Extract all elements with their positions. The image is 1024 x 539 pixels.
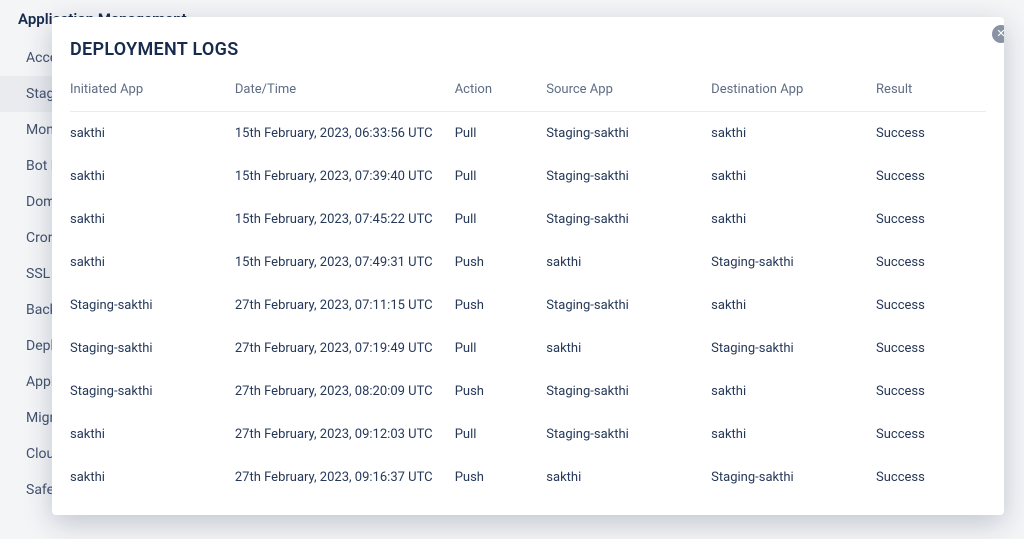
table-row: sakthi27th February, 2023, 09:16:37 UTCP… — [70, 456, 986, 499]
cell-date-time: 27th February, 2023, 07:19:49 UTC — [235, 327, 455, 370]
cell-destination-app: sakthi — [711, 284, 876, 327]
cell-date-time: 27th February, 2023, 08:20:09 UTC — [235, 370, 455, 413]
cell-result: Success — [876, 198, 986, 241]
col-header-destination-app: Destination App — [711, 74, 876, 112]
col-header-action: Action — [455, 74, 547, 112]
cell-destination-app: sakthi — [711, 370, 876, 413]
col-header-date-time: Date/Time — [235, 74, 455, 112]
cell-action: Push — [455, 370, 547, 413]
cell-destination-app: sakthi — [711, 112, 876, 156]
cell-initiated-app: sakthi — [70, 456, 235, 499]
cell-destination-app: Staging-sakthi — [711, 456, 876, 499]
modal-title: DEPLOYMENT LOGS — [70, 39, 986, 60]
cell-result: Success — [876, 112, 986, 156]
col-header-result: Result — [876, 74, 986, 112]
cell-action: Pull — [455, 155, 547, 198]
cell-source-app: Staging-sakthi — [546, 370, 711, 413]
table-row: Staging-sakthi27th February, 2023, 07:19… — [70, 327, 986, 370]
cell-source-app: Staging-sakthi — [546, 155, 711, 198]
cell-date-time: 27th February, 2023, 07:11:15 UTC — [235, 284, 455, 327]
cell-action: Pull — [455, 198, 547, 241]
col-header-initiated-app: Initiated App — [70, 74, 235, 112]
cell-action: Push — [455, 456, 547, 499]
cell-result: Success — [876, 370, 986, 413]
col-header-source-app: Source App — [546, 74, 711, 112]
cell-result: Success — [876, 155, 986, 198]
cell-action: Push — [455, 241, 547, 284]
cell-source-app: sakthi — [546, 327, 711, 370]
table-row: sakthi15th February, 2023, 07:45:22 UTCP… — [70, 198, 986, 241]
cell-date-time: 15th February, 2023, 07:45:22 UTC — [235, 198, 455, 241]
cell-result: Success — [876, 327, 986, 370]
cell-result: Success — [876, 456, 986, 499]
cell-destination-app: sakthi — [711, 155, 876, 198]
table-row: Staging-sakthi27th February, 2023, 08:20… — [70, 370, 986, 413]
cell-result: Success — [876, 284, 986, 327]
cell-destination-app: sakthi — [711, 413, 876, 456]
cell-initiated-app: sakthi — [70, 112, 235, 156]
table-row: sakthi15th February, 2023, 07:49:31 UTCP… — [70, 241, 986, 284]
cell-initiated-app: Staging-sakthi — [70, 370, 235, 413]
cell-source-app: Staging-sakthi — [546, 284, 711, 327]
cell-date-time: 27th February, 2023, 09:16:37 UTC — [235, 456, 455, 499]
cell-destination-app: sakthi — [711, 198, 876, 241]
cell-initiated-app: sakthi — [70, 155, 235, 198]
table-row: Staging-sakthi27th February, 2023, 07:11… — [70, 284, 986, 327]
cell-source-app: Staging-sakthi — [546, 112, 711, 156]
cell-date-time: 27th February, 2023, 09:12:03 UTC — [235, 413, 455, 456]
table-row: sakthi15th February, 2023, 06:33:56 UTCP… — [70, 112, 986, 156]
table-row: sakthi15th February, 2023, 07:39:40 UTCP… — [70, 155, 986, 198]
cell-initiated-app: sakthi — [70, 198, 235, 241]
cell-date-time: 15th February, 2023, 07:49:31 UTC — [235, 241, 455, 284]
cell-initiated-app: sakthi — [70, 413, 235, 456]
cell-result: Success — [876, 241, 986, 284]
cell-initiated-app: Staging-sakthi — [70, 284, 235, 327]
cell-destination-app: Staging-sakthi — [711, 241, 876, 284]
cell-date-time: 15th February, 2023, 07:39:40 UTC — [235, 155, 455, 198]
cell-source-app: Staging-sakthi — [546, 413, 711, 456]
cell-destination-app: Staging-sakthi — [711, 327, 876, 370]
cell-source-app: Staging-sakthi — [546, 198, 711, 241]
cell-result: Success — [876, 413, 986, 456]
cell-action: Pull — [455, 413, 547, 456]
cell-initiated-app: sakthi — [70, 241, 235, 284]
cell-action: Pull — [455, 112, 547, 156]
cell-initiated-app: Staging-sakthi — [70, 327, 235, 370]
cell-action: Pull — [455, 327, 547, 370]
cell-date-time: 15th February, 2023, 06:33:56 UTC — [235, 112, 455, 156]
close-icon[interactable]: ✕ — [992, 25, 1004, 43]
table-row: sakthi27th February, 2023, 09:12:03 UTCP… — [70, 413, 986, 456]
cell-action: Push — [455, 284, 547, 327]
cell-source-app: sakthi — [546, 241, 711, 284]
logs-table: Initiated AppDate/TimeActionSource AppDe… — [70, 74, 986, 499]
cell-source-app: sakthi — [546, 456, 711, 499]
deployment-logs-modal: ✕ DEPLOYMENT LOGS Initiated AppDate/Time… — [52, 17, 1004, 515]
